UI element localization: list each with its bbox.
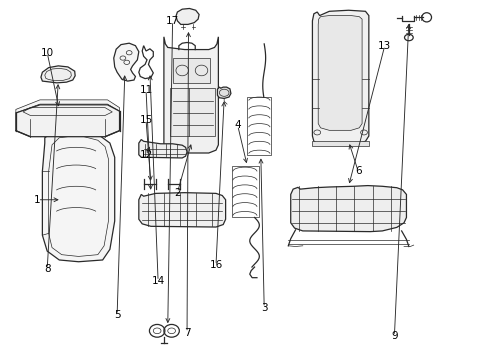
Text: 8: 8 (44, 264, 50, 274)
Polygon shape (318, 16, 362, 130)
Polygon shape (16, 105, 119, 137)
Text: 16: 16 (209, 260, 222, 270)
Polygon shape (138, 140, 187, 158)
Text: 10: 10 (41, 48, 54, 58)
Text: 14: 14 (151, 276, 165, 286)
Polygon shape (312, 10, 368, 146)
Polygon shape (114, 43, 138, 81)
Text: 7: 7 (183, 328, 190, 338)
Text: 9: 9 (390, 331, 397, 341)
Text: 1: 1 (34, 195, 41, 205)
Text: 17: 17 (166, 16, 179, 26)
Text: 4: 4 (234, 120, 241, 130)
Text: 15: 15 (139, 115, 152, 125)
Polygon shape (176, 9, 199, 24)
Text: 5: 5 (114, 310, 120, 320)
Text: 2: 2 (174, 188, 181, 198)
Polygon shape (41, 66, 75, 83)
Polygon shape (48, 113, 98, 132)
Polygon shape (170, 88, 214, 136)
Polygon shape (164, 37, 218, 153)
Polygon shape (312, 141, 368, 146)
Text: 13: 13 (378, 41, 391, 51)
Text: 6: 6 (354, 166, 361, 176)
Polygon shape (138, 193, 225, 227)
Polygon shape (42, 130, 115, 262)
Text: 12: 12 (139, 151, 152, 161)
Polygon shape (290, 186, 406, 232)
Text: 3: 3 (260, 303, 267, 313)
Text: 11: 11 (139, 85, 152, 95)
Polygon shape (172, 58, 209, 83)
Polygon shape (217, 87, 230, 99)
Polygon shape (16, 100, 119, 113)
